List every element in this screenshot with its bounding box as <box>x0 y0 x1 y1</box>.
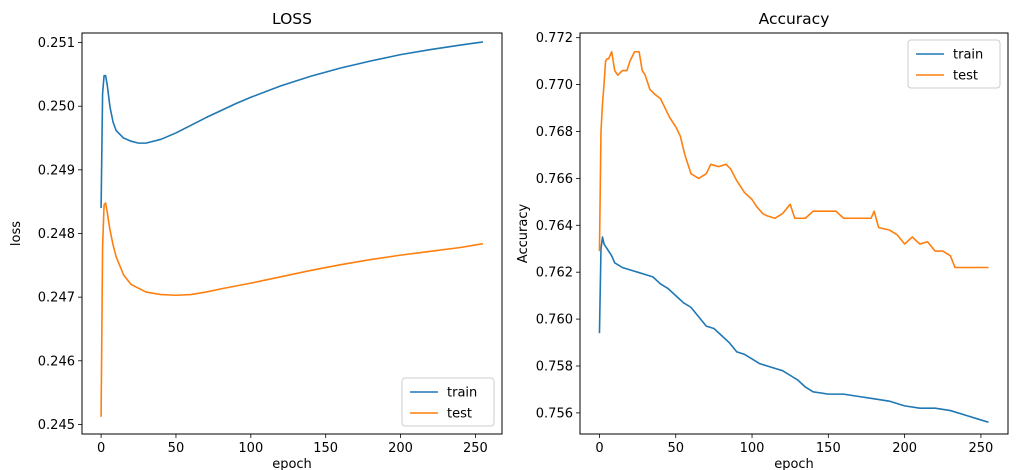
y-tick-label: 0.766 <box>536 172 573 187</box>
x-tick-label: 150 <box>313 441 338 456</box>
x-tick-label: 0 <box>595 441 603 456</box>
x-tick-label: 200 <box>892 441 917 456</box>
x-tick-label: 50 <box>667 441 684 456</box>
x-tick-label: 100 <box>740 441 765 456</box>
series-line-test <box>100 202 484 417</box>
legend-label-test: test <box>447 407 472 422</box>
y-tick-label: 0.245 <box>38 418 75 433</box>
legend: train test <box>401 377 495 427</box>
x-axis-label: epoch <box>272 457 312 470</box>
legend-box <box>401 377 495 427</box>
y-tick-label: 0.764 <box>536 219 573 234</box>
x-tick-label: 0 <box>97 441 105 456</box>
y-axis-label: Accuracy <box>516 204 531 264</box>
legend-label-test: test <box>953 69 978 84</box>
y-tick-label: 0.247 <box>38 291 75 306</box>
legend-box <box>907 39 1001 89</box>
series-line-test <box>598 50 989 269</box>
legend: train test <box>907 39 1001 89</box>
x-tick-label: 150 <box>816 441 841 456</box>
y-tick-label: 0.756 <box>536 406 573 421</box>
series-line-train <box>100 41 484 209</box>
x-tick-label: 250 <box>463 441 488 456</box>
y-tick-label: 0.770 <box>536 78 573 93</box>
chart-title: LOSS <box>272 10 312 28</box>
y-axis-label: loss <box>9 221 24 246</box>
x-tick-label: 50 <box>168 441 185 456</box>
series-line-train <box>598 236 989 424</box>
x-tick-label: 250 <box>969 441 994 456</box>
y-tick-label: 0.762 <box>536 266 573 281</box>
x-tick-label: 200 <box>388 441 413 456</box>
y-tick-label: 0.768 <box>536 125 573 140</box>
y-tick-label: 0.250 <box>38 100 75 115</box>
plot-area-frame <box>579 32 1009 435</box>
legend-label-train: train <box>447 386 477 401</box>
y-tick-label: 0.251 <box>38 36 75 51</box>
subplot-1: 0 50 100 150 200 250 0.245 0.246 0.247 0.248 0.249… <box>9 10 503 470</box>
subplot-2: 0 50 100 150 200 250 0.756 0.758 0.760 0.762 0.764… <box>516 10 1009 470</box>
chart-title: Accuracy <box>759 10 830 28</box>
x-axis-label: epoch <box>774 457 814 470</box>
y-tick-label: 0.248 <box>38 227 75 242</box>
y-tick-label: 0.249 <box>38 163 75 178</box>
y-tick-label: 0.246 <box>38 354 75 369</box>
plot-area-frame <box>81 32 503 435</box>
legend-label-train: train <box>953 48 983 63</box>
x-tick-label: 100 <box>238 441 263 456</box>
y-tick-label: 0.772 <box>536 31 573 46</box>
y-tick-label: 0.758 <box>536 359 573 374</box>
y-tick-label: 0.760 <box>536 313 573 328</box>
